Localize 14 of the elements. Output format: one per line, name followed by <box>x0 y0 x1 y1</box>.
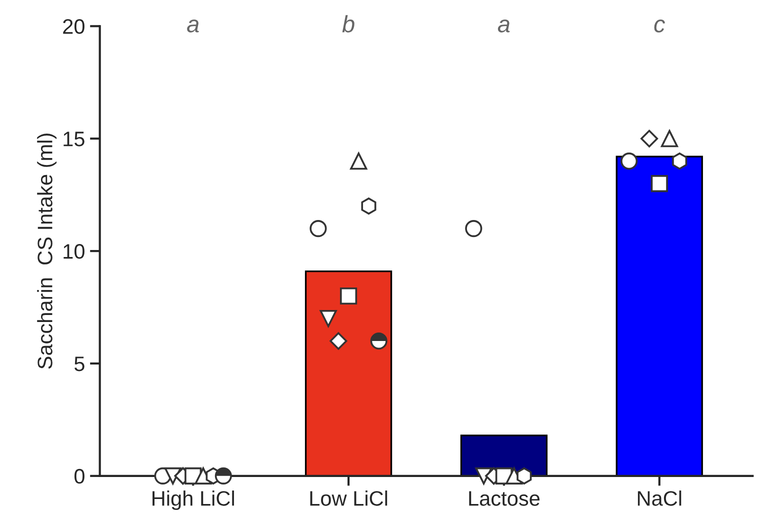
y-tick-label: 20 <box>63 19 84 34</box>
y-tick-label: 15 <box>64 132 84 146</box>
annotation: a <box>498 20 510 32</box>
x-tick-label: Low LiCl <box>310 490 388 506</box>
annotation: a <box>187 20 199 32</box>
y-tick-label: 0 <box>74 468 84 484</box>
y-axis-title: Saccharin CS Intake (ml) <box>37 134 57 369</box>
x-tick-label: High LiCl <box>152 490 234 510</box>
x-tick-label: NaCl <box>638 490 682 506</box>
y-tick-label: 10 <box>64 244 84 259</box>
x-tick-label: Lactose <box>469 491 540 506</box>
annotation: c <box>654 20 666 32</box>
y-tick-label: 5 <box>74 356 84 372</box>
annotation: b <box>342 15 354 32</box>
